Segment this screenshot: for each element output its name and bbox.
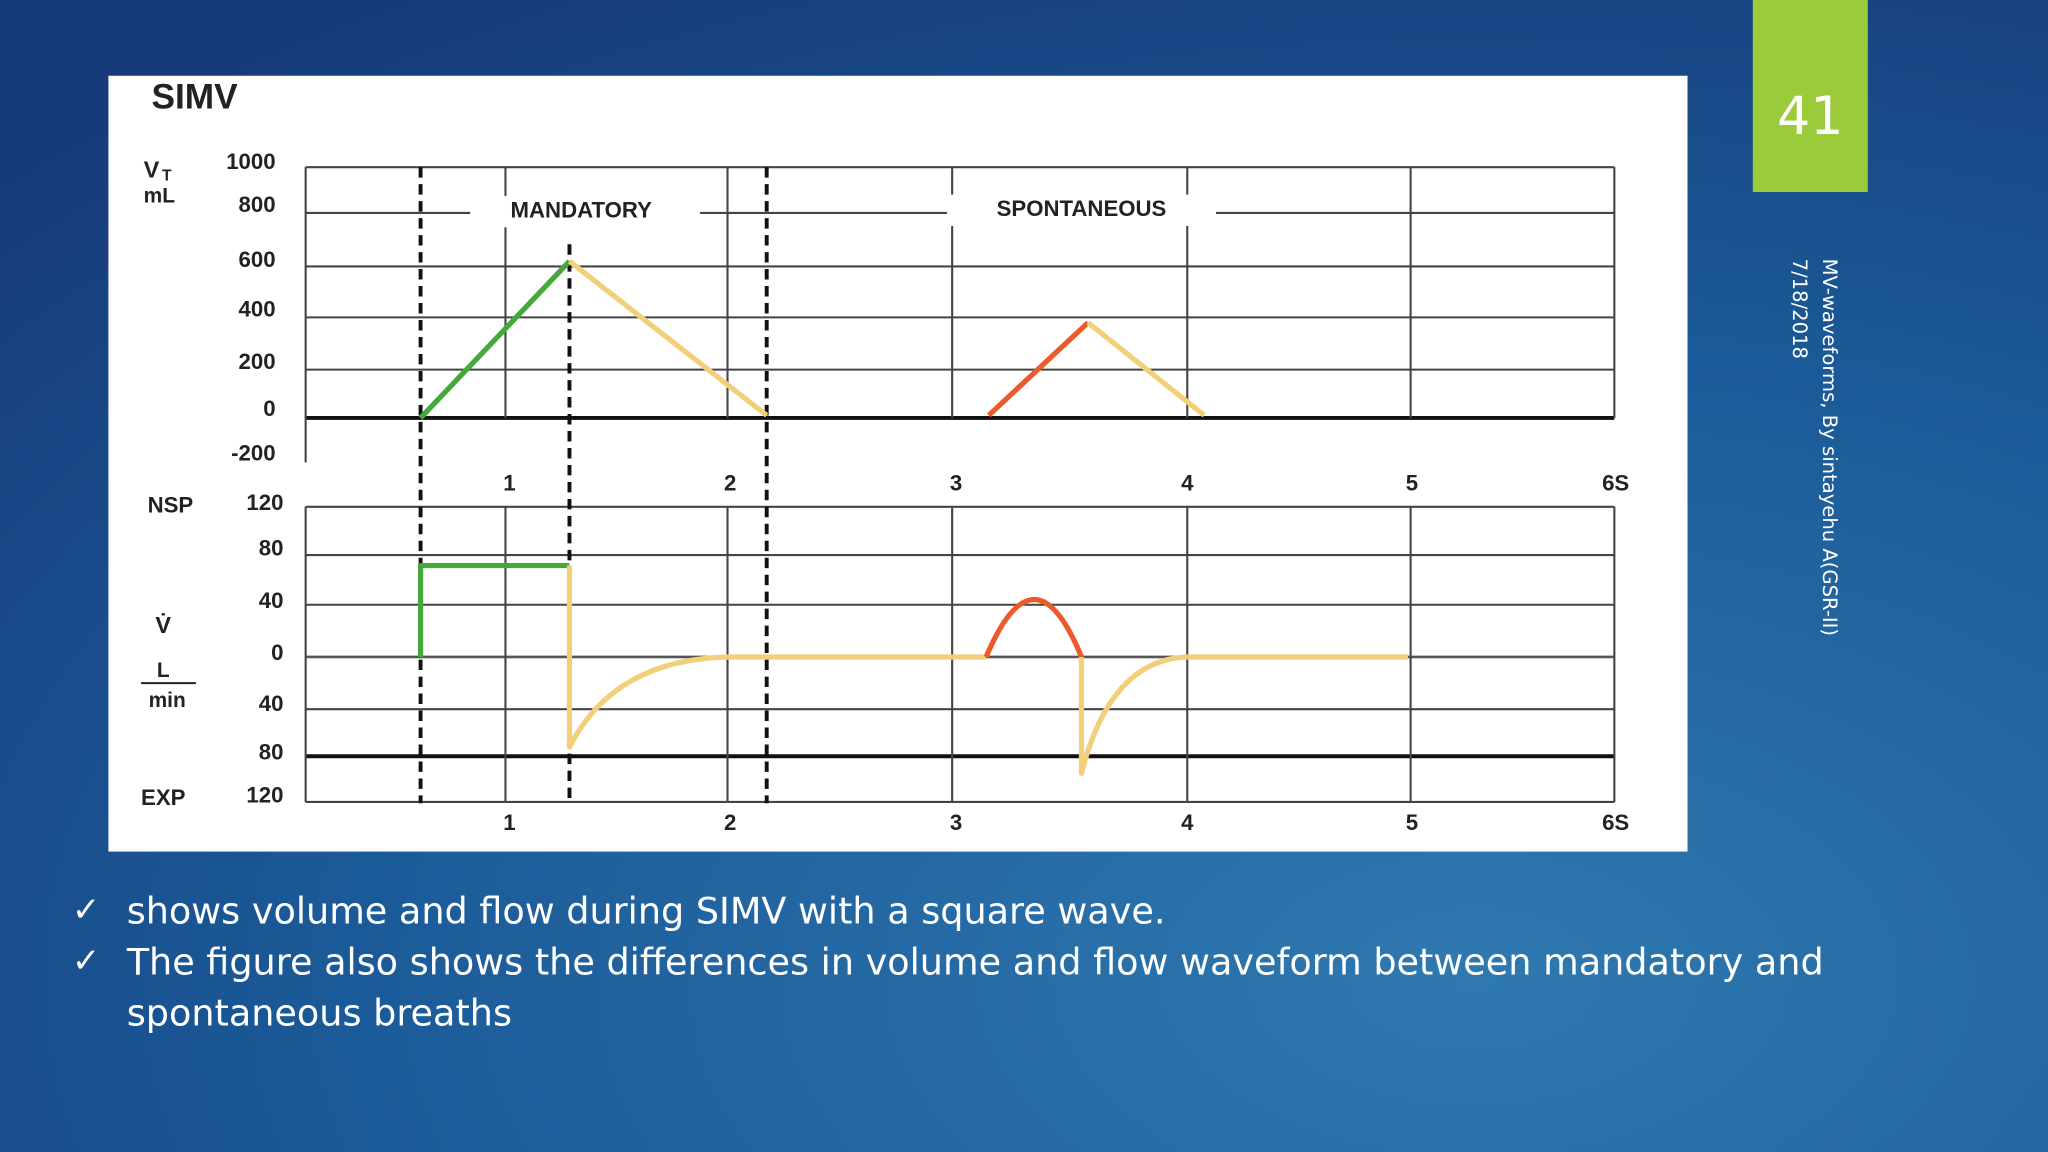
slide-number-tab: [1752, 0, 1868, 192]
label-backing: [946, 194, 1216, 226]
insp-label: NSP: [148, 493, 194, 518]
mandatory-flow-exp: [566, 565, 987, 750]
spontaneous-flow-insp: [983, 597, 1084, 658]
y-tick-label: 40: [259, 691, 284, 716]
y-tick-label: 800: [239, 192, 276, 217]
volume-symbol: V: [144, 156, 160, 182]
slide-text: 41 MV-waveforms, By sintayehu A(GSR-II) …: [72, 87, 1844, 1034]
mandatory-volume-exp: [567, 259, 769, 418]
y-tick-label: 600: [239, 247, 276, 272]
x-tick-label: 3: [950, 470, 962, 495]
x-tick-label: 6S: [1602, 810, 1629, 835]
y-tick-label: 80: [259, 739, 284, 764]
spontaneous-flow-exp: [1078, 654, 1408, 776]
bullet-text: The figure also shows the differences in…: [126, 940, 1824, 983]
y-tick-label: 0: [271, 640, 283, 665]
x-tick-label: 1: [503, 470, 515, 495]
figure-background: [108, 75, 1688, 852]
spontaneous-volume-exp: [1086, 320, 1206, 418]
y-tick-label: 400: [239, 297, 276, 322]
y-tick-label: 120: [246, 783, 283, 808]
date-text: 7/18/2018: [1788, 259, 1811, 359]
bullet-text: spontaneous breaths: [127, 991, 512, 1034]
x-tick-label: 4: [1181, 470, 1194, 495]
y-tick-label: 0: [263, 396, 275, 421]
flow-unit-bottom: min: [149, 689, 186, 712]
mandatory-flow-insp: [417, 562, 570, 657]
slide-number: 41: [1777, 87, 1843, 147]
footer-text: MV-waveforms, By sintayehu A(GSR-II): [1818, 259, 1841, 636]
figure: SIMV V T mL NSP EXP V̇ L min MANDATORY SP…: [108, 75, 1688, 852]
volume-subscript: T: [162, 167, 172, 184]
bullet-text: shows volume and flow during SIMV with a…: [127, 889, 1166, 932]
flow-unit-top: L: [157, 659, 170, 682]
phase-label: SPONTANEOUS: [997, 196, 1167, 221]
x-tick-label: 4: [1181, 810, 1194, 835]
x-tick-label: 6S: [1602, 470, 1629, 495]
x-tick-label: 2: [724, 470, 736, 495]
figure-title: SIMV: [152, 78, 239, 117]
x-tick-label: 5: [1406, 810, 1418, 835]
exp-label: EXP: [141, 785, 186, 810]
phase-label: MANDATORY: [511, 197, 653, 222]
label-backing: [470, 195, 701, 228]
mandatory-volume-insp: [418, 259, 572, 420]
y-tick-label: 120: [246, 490, 283, 515]
y-tick-label: -200: [231, 440, 275, 465]
volume-unit: mL: [144, 185, 176, 208]
y-tick-label: 40: [259, 588, 284, 613]
bullet-marker: ✓: [72, 890, 100, 930]
x-tick-label: 2: [724, 810, 736, 835]
x-tick-label: 1: [503, 810, 515, 835]
flow-symbol: V̇: [155, 612, 171, 638]
spontaneous-volume-insp: [986, 320, 1090, 418]
y-tick-label: 80: [259, 536, 284, 561]
x-tick-label: 5: [1406, 470, 1418, 495]
y-tick-label: 1000: [226, 149, 275, 174]
bullet-marker: ✓: [72, 941, 100, 981]
x-tick-label: 3: [950, 810, 962, 835]
y-tick-label: 200: [239, 349, 276, 374]
